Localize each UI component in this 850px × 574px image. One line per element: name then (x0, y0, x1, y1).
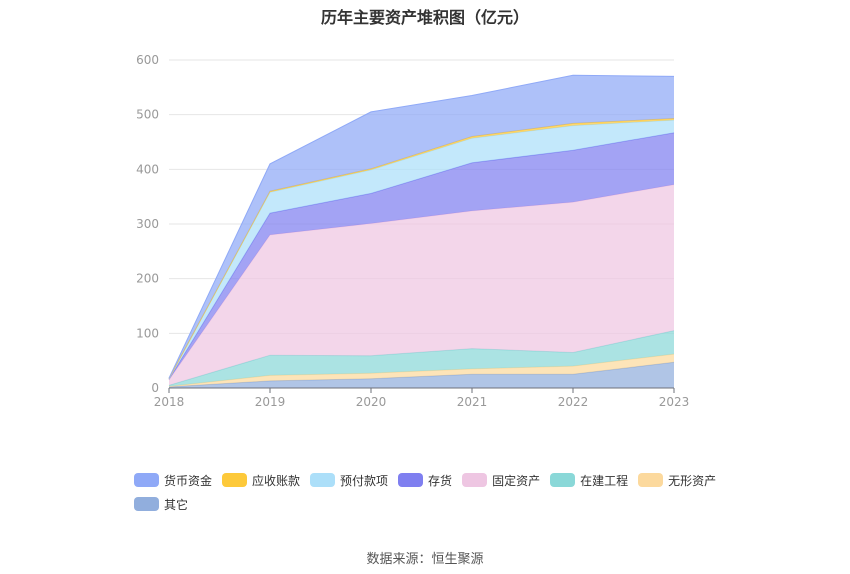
legend-swatch (310, 473, 336, 487)
legend-item[interactable]: 其它 (134, 496, 188, 512)
x-tick-label: 2023 (659, 395, 690, 409)
legend-label: 预付款项 (340, 473, 389, 488)
area-series-3 (169, 184, 674, 386)
y-tick-label: 200 (136, 272, 159, 286)
legend-swatch (462, 473, 488, 487)
x-tick-label: 2019 (255, 395, 286, 409)
legend-label: 应收账款 (252, 473, 301, 488)
area-series-line-7 (168, 74, 675, 379)
legend-swatch (134, 497, 159, 511)
legend-item[interactable]: 在建工程 (550, 472, 628, 488)
area-series-line-4 (168, 132, 675, 380)
legend-item[interactable]: 存货 (398, 472, 452, 488)
legend-swatch (222, 473, 248, 487)
legend-label: 无形资产 (668, 473, 717, 488)
legend-label: 其它 (164, 497, 189, 512)
legend-label: 货币资金 (164, 473, 213, 488)
legend-swatch (398, 473, 424, 487)
y-tick-label: 100 (136, 326, 159, 340)
area-series-2 (169, 330, 674, 387)
y-tick-label: 600 (136, 53, 159, 67)
x-tick-label: 2018 (154, 395, 185, 409)
x-tick-label: 2022 (558, 395, 589, 409)
x-tick-label: 2020 (356, 395, 387, 409)
legend-swatch (134, 473, 159, 487)
y-tick-label: 500 (136, 108, 159, 122)
data-source: 数据来源：恒生聚源 (366, 552, 484, 567)
area-series-5 (169, 120, 674, 380)
legend-item[interactable]: 应收账款 (222, 472, 300, 488)
y-tick-label: 0 (151, 381, 159, 395)
y-tick-label: 400 (136, 162, 159, 176)
legend-label: 在建工程 (580, 473, 629, 488)
legend-item[interactable]: 预付款项 (310, 472, 388, 488)
legend-label: 固定资产 (492, 473, 541, 488)
legend-item[interactable]: 无形资产 (638, 472, 716, 488)
legend-swatch (550, 473, 576, 487)
area-series-1 (169, 354, 674, 387)
stacked-area-chart: 0 100 200 300 400 500 600 2018 2019 2020 2021 2022 2… (136, 53, 689, 409)
legend-label: 存货 (428, 473, 453, 488)
y-tick-label: 300 (136, 217, 159, 231)
legend: 货币资金 应收账款 预付款项 存货 固定资产 在建工程 无形资产其它 (134, 472, 734, 520)
area-series (168, 74, 675, 388)
legend-item[interactable]: 固定资产 (462, 472, 540, 488)
legend-swatch (638, 473, 664, 487)
area-series-0 (169, 362, 674, 388)
legend-item[interactable]: 货币资金 (134, 472, 212, 488)
chart-title: 历年主要资产堆积图（亿元） (320, 8, 529, 27)
area-series-4 (169, 132, 674, 380)
x-tick-label: 2021 (457, 395, 488, 409)
axes: 0 100 200 300 400 500 600 2018 2019 2020 2021 2022 2… (136, 53, 689, 409)
